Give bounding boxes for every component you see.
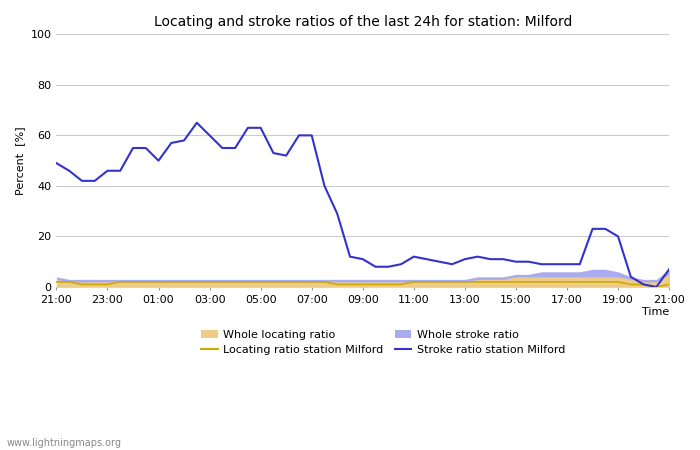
- Text: www.lightningmaps.org: www.lightningmaps.org: [7, 438, 122, 448]
- Text: Time: Time: [642, 307, 669, 317]
- Legend: Whole locating ratio, Locating ratio station Milford, Whole stroke ratio, Stroke: Whole locating ratio, Locating ratio sta…: [197, 325, 570, 360]
- Y-axis label: Percent  [%]: Percent [%]: [15, 126, 25, 195]
- Title: Locating and stroke ratios of the last 24h for station: Milford: Locating and stroke ratios of the last 2…: [153, 15, 572, 29]
